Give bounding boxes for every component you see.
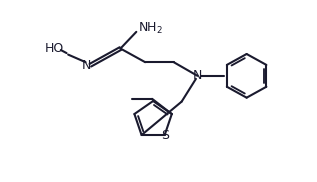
Text: S: S <box>161 128 169 142</box>
Text: N: N <box>193 69 202 82</box>
Text: NH$_2$: NH$_2$ <box>138 21 163 36</box>
Text: N: N <box>82 59 91 72</box>
Text: HO: HO <box>44 42 63 55</box>
